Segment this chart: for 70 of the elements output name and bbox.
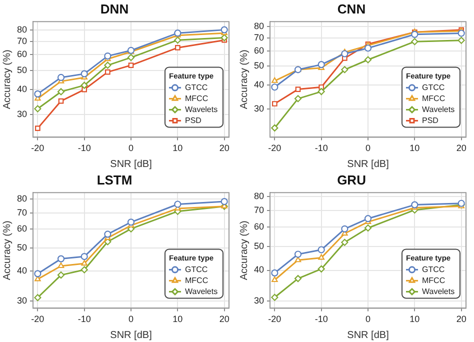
legend-label: Wavelets xyxy=(185,104,218,114)
x-axis-title: SNR [dB] xyxy=(347,158,390,170)
legend-label: Wavelets xyxy=(422,104,455,114)
y-tick-label: 70 xyxy=(16,36,28,46)
y-axis-title: Accuracy (%) xyxy=(238,50,250,110)
x-tick-label: -20 xyxy=(31,314,44,324)
y-tick-label: 30 xyxy=(254,295,264,306)
legend-label: MFCC xyxy=(185,94,208,103)
legend-label: PSD xyxy=(422,116,439,125)
y-tick-label: 40 xyxy=(16,266,28,276)
y-axis-title: Accuracy (%) xyxy=(238,220,250,280)
x-axis-title: SNR [dB] xyxy=(110,158,152,170)
y-tick-label: 70 xyxy=(254,205,264,216)
x-tick-label: 0 xyxy=(128,314,134,324)
legend-label: Wavelets xyxy=(422,286,455,296)
y-tick-label: 60 xyxy=(16,49,28,60)
legend-label: GTCC xyxy=(422,264,445,274)
x-tick-label: 20 xyxy=(456,314,466,324)
y-tick-label: 80 xyxy=(16,193,28,204)
y-tick-label: 40 xyxy=(254,264,264,275)
x-tick-label: 10 xyxy=(410,314,420,324)
x-tick-label: -20 xyxy=(31,143,44,154)
x-tick-label: -20 xyxy=(268,143,282,154)
legend-label: MFCC xyxy=(185,276,208,285)
y-axis-title: Accuracy (%) xyxy=(2,50,13,110)
y-tick-label: 80 xyxy=(16,24,28,34)
chart-title: CNN xyxy=(337,1,366,16)
y-tick-label: 50 xyxy=(254,241,264,251)
x-tick-label: -10 xyxy=(314,314,328,324)
y-tick-label: 80 xyxy=(254,21,264,32)
y-tick-label: 50 xyxy=(254,60,264,71)
x-tick-label: 10 xyxy=(172,143,183,154)
legend-label: GTCC xyxy=(422,82,445,92)
y-tick-label: 60 xyxy=(16,223,28,234)
y-tick-label: 70 xyxy=(254,32,264,42)
x-tick-label: 20 xyxy=(219,143,230,154)
x-axis-title: SNR [dB] xyxy=(110,330,152,341)
legend-label: GTCC xyxy=(185,264,208,274)
legend-label: GTCC xyxy=(185,82,208,92)
chart-title: LSTM xyxy=(96,172,132,188)
y-tick-label: 50 xyxy=(16,64,28,75)
y-tick-label: 60 xyxy=(254,222,264,232)
x-tick-label: -10 xyxy=(78,143,91,154)
y-tick-label: 40 xyxy=(254,79,264,90)
x-tick-label: 10 xyxy=(172,314,183,324)
y-tick-label: 30 xyxy=(16,296,28,306)
y-tick-label: 30 xyxy=(254,104,264,114)
x-tick-label: 20 xyxy=(219,314,230,324)
y-tick-label: 40 xyxy=(16,84,28,94)
legend-label: PSD xyxy=(185,116,202,125)
y-tick-label: 30 xyxy=(16,108,28,119)
y-tick-label: 80 xyxy=(254,191,264,201)
legend-label: MFCC xyxy=(422,94,446,103)
x-tick-label: -10 xyxy=(314,143,328,154)
x-tick-label: 0 xyxy=(366,314,371,324)
chart-title: GRU xyxy=(337,172,366,188)
y-tick-label: 70 xyxy=(16,207,28,218)
x-tick-label: 0 xyxy=(366,143,371,154)
x-tick-label: -20 xyxy=(268,314,282,324)
x-axis-title: SNR [dB] xyxy=(347,330,390,341)
x-tick-label: 0 xyxy=(128,143,134,154)
y-tick-label: 50 xyxy=(16,242,28,252)
y-axis-title: Accuracy (%) xyxy=(2,220,13,280)
y-tick-label: 60 xyxy=(254,45,264,56)
legend-label: Wavelets xyxy=(185,286,218,296)
x-tick-label: 10 xyxy=(410,143,420,154)
x-tick-label: -10 xyxy=(78,314,91,324)
x-tick-label: 20 xyxy=(456,143,466,154)
chart-title: DNN xyxy=(100,1,129,16)
legend-label: MFCC xyxy=(422,276,446,285)
